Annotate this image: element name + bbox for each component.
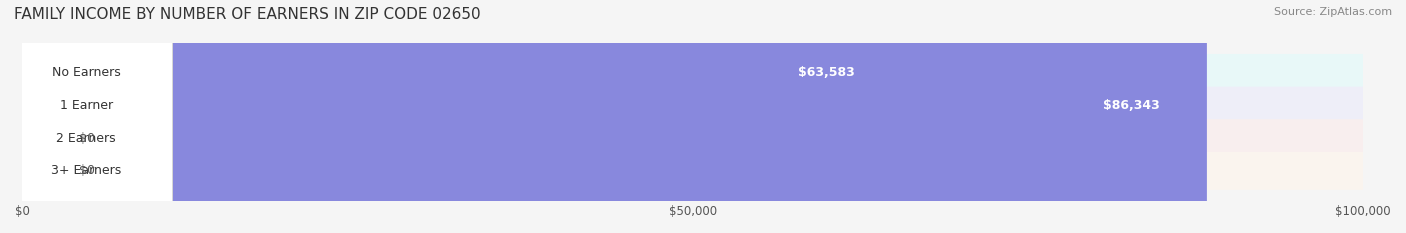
Text: No Earners: No Earners	[52, 66, 121, 79]
FancyBboxPatch shape	[0, 0, 173, 233]
FancyBboxPatch shape	[22, 87, 1364, 124]
Text: 1 Earner: 1 Earner	[59, 99, 112, 112]
FancyBboxPatch shape	[0, 0, 173, 233]
FancyBboxPatch shape	[0, 0, 901, 233]
Text: $0: $0	[79, 164, 94, 177]
Text: $86,343: $86,343	[1104, 99, 1160, 112]
FancyBboxPatch shape	[0, 0, 1206, 233]
Text: 3+ Earners: 3+ Earners	[51, 164, 121, 177]
Text: 2 Earners: 2 Earners	[56, 132, 115, 145]
FancyBboxPatch shape	[22, 152, 1364, 190]
FancyBboxPatch shape	[0, 0, 173, 233]
FancyBboxPatch shape	[22, 119, 1364, 157]
Text: $63,583: $63,583	[799, 66, 855, 79]
Text: Source: ZipAtlas.com: Source: ZipAtlas.com	[1274, 7, 1392, 17]
Text: $0: $0	[79, 132, 94, 145]
Text: FAMILY INCOME BY NUMBER OF EARNERS IN ZIP CODE 02650: FAMILY INCOME BY NUMBER OF EARNERS IN ZI…	[14, 7, 481, 22]
FancyBboxPatch shape	[0, 0, 173, 233]
FancyBboxPatch shape	[22, 54, 1364, 92]
FancyBboxPatch shape	[15, 0, 59, 233]
FancyBboxPatch shape	[15, 0, 59, 233]
